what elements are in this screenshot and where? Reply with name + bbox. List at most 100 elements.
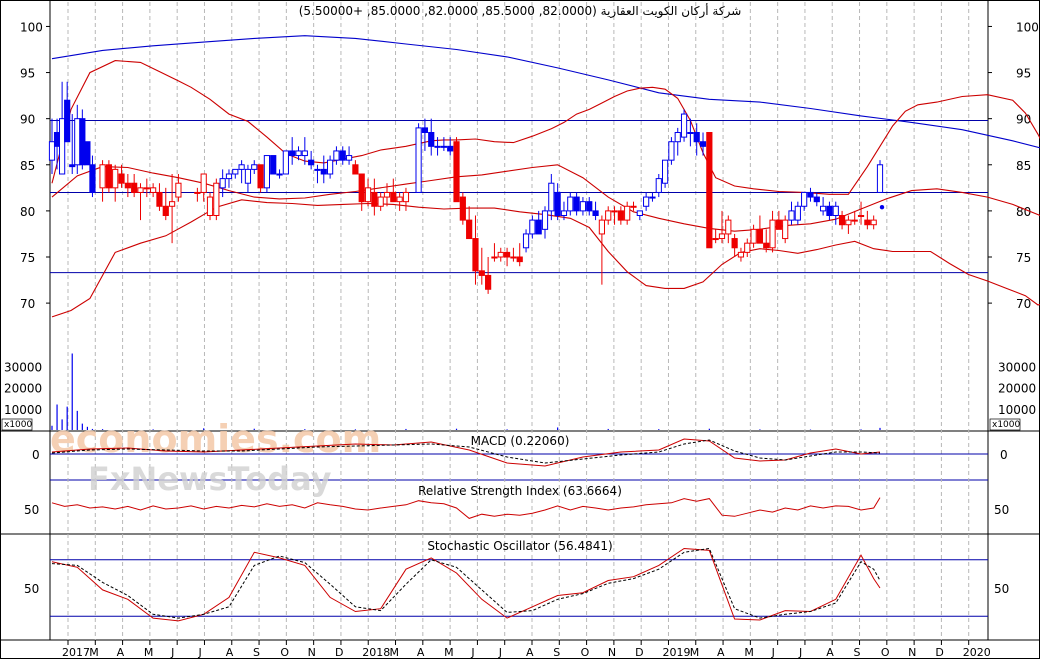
candle bbox=[497, 251, 504, 258]
x-tick-label: M bbox=[744, 646, 754, 659]
candle bbox=[232, 168, 239, 175]
candle bbox=[434, 145, 441, 148]
x-tick-label: M bbox=[390, 646, 400, 659]
volume-tick-label: 30000 bbox=[998, 360, 1036, 374]
candle bbox=[74, 118, 81, 166]
candle bbox=[674, 132, 681, 143]
candle bbox=[377, 196, 384, 207]
candle bbox=[276, 173, 283, 176]
candle bbox=[371, 191, 378, 207]
candle bbox=[89, 164, 96, 193]
candle bbox=[731, 238, 738, 249]
x-tick-label: 2018 bbox=[362, 646, 390, 659]
x-tick-label: O bbox=[881, 646, 890, 659]
candle bbox=[364, 187, 372, 203]
volume-units-label: x1000 bbox=[992, 420, 1021, 430]
candle bbox=[327, 159, 334, 175]
candle bbox=[421, 127, 429, 133]
y-tick-label: 70 bbox=[20, 297, 35, 311]
x-tick-label: J bbox=[798, 646, 802, 659]
volume-units-box bbox=[989, 418, 1021, 431]
candle bbox=[105, 164, 112, 189]
candle bbox=[447, 145, 454, 152]
candle bbox=[194, 191, 201, 194]
candle bbox=[820, 205, 827, 212]
rsi-line bbox=[51, 497, 881, 519]
candle bbox=[428, 132, 435, 147]
candle bbox=[851, 219, 858, 222]
candle bbox=[592, 210, 599, 216]
candle bbox=[503, 251, 511, 258]
rsi-tick-label: 50 bbox=[24, 503, 39, 517]
candle bbox=[314, 168, 321, 171]
candle bbox=[478, 270, 485, 276]
candle bbox=[567, 196, 574, 212]
candle bbox=[270, 155, 277, 175]
candle bbox=[788, 210, 795, 221]
stochastic-title: Stochastic Oscillator (56.4841) bbox=[427, 539, 612, 553]
candle bbox=[794, 205, 801, 221]
candle bbox=[712, 238, 719, 241]
candle bbox=[333, 150, 340, 161]
candle bbox=[857, 215, 865, 217]
x-tick-label: M bbox=[144, 646, 154, 659]
y-tick-label: 80 bbox=[20, 205, 35, 219]
candle bbox=[390, 191, 397, 203]
candle bbox=[687, 132, 694, 134]
x-tick-label: N bbox=[308, 646, 316, 659]
candle bbox=[693, 132, 700, 143]
candle bbox=[630, 205, 637, 208]
volume-tick-label: 10000 bbox=[4, 403, 42, 417]
candle bbox=[225, 173, 233, 180]
candle bbox=[244, 168, 252, 184]
candle bbox=[522, 233, 530, 249]
x-tick-label: M bbox=[690, 646, 700, 659]
bollinger-band-line bbox=[51, 164, 1040, 232]
candle bbox=[655, 178, 662, 193]
x-tick-label: 2017 bbox=[62, 646, 90, 659]
candle bbox=[870, 219, 877, 226]
candle bbox=[84, 141, 91, 166]
y-tick-label: 85 bbox=[20, 159, 35, 173]
volume-units-box bbox=[1, 418, 33, 431]
candle bbox=[763, 242, 770, 249]
candle bbox=[744, 242, 751, 253]
candle bbox=[750, 228, 757, 244]
candle bbox=[737, 251, 745, 258]
candle bbox=[845, 219, 852, 226]
y-tick-label: 100 bbox=[20, 20, 43, 34]
candle bbox=[586, 201, 593, 212]
price-chart-title: شركة أركان الكويت العقارية (82.0000, 85.… bbox=[299, 3, 742, 19]
x-tick-label: A bbox=[226, 646, 234, 659]
x-tick-label: O bbox=[280, 646, 289, 659]
candle bbox=[516, 256, 523, 263]
y-tick-label: 70 bbox=[1016, 297, 1031, 311]
candle bbox=[807, 191, 814, 198]
candle bbox=[251, 164, 258, 170]
candle bbox=[649, 196, 656, 199]
candle bbox=[59, 118, 66, 175]
volume-tick-label: 20000 bbox=[4, 382, 42, 396]
candle bbox=[579, 201, 587, 212]
y-tick-label: 85 bbox=[1016, 159, 1031, 173]
candle bbox=[143, 187, 150, 190]
candle bbox=[617, 210, 624, 221]
candle bbox=[491, 256, 498, 259]
candle bbox=[668, 141, 675, 161]
candle bbox=[554, 191, 561, 216]
x-tick-label: D bbox=[635, 646, 643, 659]
candle bbox=[548, 182, 555, 212]
candle bbox=[112, 168, 119, 189]
x-tick-label: J bbox=[470, 646, 474, 659]
candle bbox=[162, 205, 169, 216]
last-value-dot bbox=[879, 205, 885, 210]
bollinger-band-line bbox=[51, 199, 1040, 318]
candle bbox=[131, 182, 138, 193]
candle bbox=[624, 205, 631, 221]
candle bbox=[168, 201, 176, 207]
candle bbox=[832, 205, 839, 216]
candle bbox=[320, 168, 327, 175]
